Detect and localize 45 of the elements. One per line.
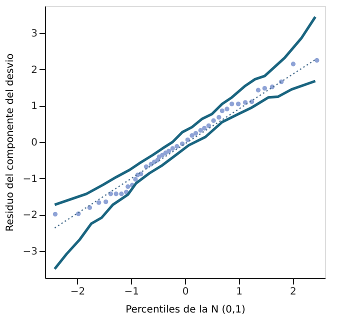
x-tick-label: −1 xyxy=(124,286,140,298)
point xyxy=(230,102,234,106)
y-tick-label: 3 xyxy=(31,28,38,40)
point xyxy=(96,200,102,205)
y-tick-label: 2 xyxy=(31,64,38,76)
point xyxy=(119,192,124,196)
point xyxy=(193,130,198,136)
point xyxy=(262,86,268,91)
point xyxy=(126,184,130,189)
line-series xyxy=(53,16,317,206)
point xyxy=(170,146,175,151)
x-tick-label: 1 xyxy=(236,286,243,298)
x-tick-label: 0 xyxy=(182,286,189,298)
point xyxy=(314,58,320,63)
x-tick-label: 2 xyxy=(290,286,296,298)
point xyxy=(166,148,172,154)
point xyxy=(206,123,212,128)
point xyxy=(144,164,149,169)
point xyxy=(242,100,248,105)
point xyxy=(211,118,216,123)
y-axis-title: Residuo del componente del desvio xyxy=(4,54,16,232)
x-tick-label: −2 xyxy=(70,286,86,298)
point xyxy=(216,115,222,120)
point xyxy=(185,137,190,142)
y-tick-label: 1 xyxy=(31,101,38,112)
y-tick-label: 0 xyxy=(31,138,38,148)
point xyxy=(52,212,58,217)
point xyxy=(190,133,194,138)
point xyxy=(236,102,241,106)
y-tick-label: −3 xyxy=(22,246,38,258)
point xyxy=(160,152,165,158)
point xyxy=(114,192,118,196)
point xyxy=(174,144,180,149)
x-axis-title: Percentiles de la N (0,1) xyxy=(126,304,246,316)
point xyxy=(224,106,230,112)
point xyxy=(104,200,108,204)
point xyxy=(202,126,207,131)
point xyxy=(198,128,203,133)
y-tick-label: −1 xyxy=(22,174,38,185)
line-series xyxy=(53,80,317,270)
point xyxy=(133,177,138,182)
y-tick-label: −2 xyxy=(22,210,38,222)
point xyxy=(256,88,261,92)
point xyxy=(220,108,224,114)
point xyxy=(290,62,296,66)
